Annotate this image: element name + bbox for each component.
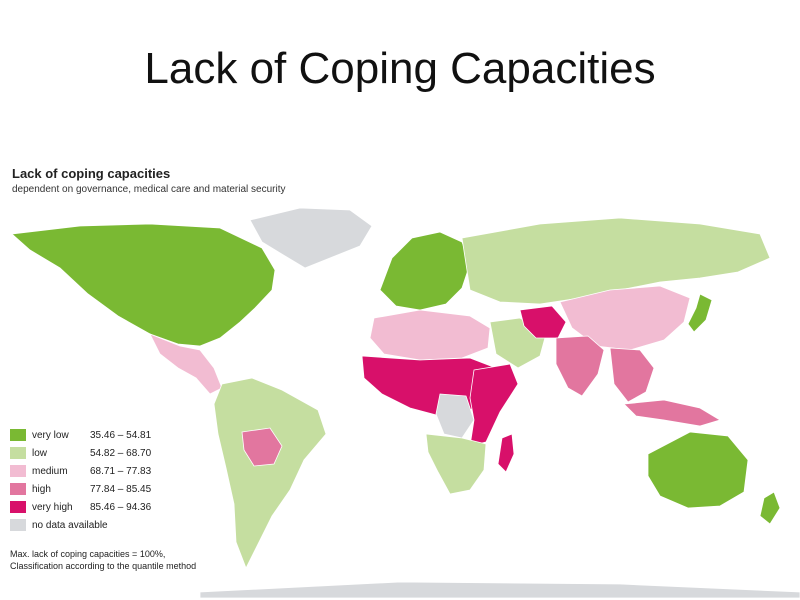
footnote-line: Max. lack of coping capacities = 100%, xyxy=(10,549,166,559)
legend-range: 68.71 – 77.83 xyxy=(90,465,152,477)
region-australia xyxy=(647,431,749,509)
region-mexico-central-america xyxy=(149,333,223,395)
legend-row: low 54.82 – 68.70 xyxy=(10,444,210,462)
legend-swatch xyxy=(10,483,26,495)
region-russia-central-asia xyxy=(461,217,771,305)
legend-swatch xyxy=(10,519,26,531)
footnote-line: Classification according to the quantile… xyxy=(10,561,197,571)
legend: very low 35.46 – 54.81 low 54.82 – 68.70… xyxy=(10,426,210,534)
region-antarctica xyxy=(199,581,800,598)
region-indonesia xyxy=(623,399,721,427)
legend-label: no data available xyxy=(32,519,108,531)
legend-swatch xyxy=(10,465,26,477)
legend-range: 77.84 – 85.45 xyxy=(90,483,152,495)
legend-row: very low 35.46 – 54.81 xyxy=(10,426,210,444)
legend-swatch xyxy=(10,501,26,513)
legend-range: 35.46 – 54.81 xyxy=(90,429,152,441)
legend-label: very high xyxy=(32,501,73,513)
legend-row: high 77.84 – 85.45 xyxy=(10,480,210,498)
region-greenland xyxy=(249,207,373,269)
region-south-america xyxy=(213,377,327,569)
region-new-zealand xyxy=(759,491,781,525)
region-madagascar xyxy=(497,433,515,473)
region-japan xyxy=(687,293,713,333)
world-map xyxy=(11,207,800,598)
legend-row: no data available xyxy=(10,516,210,534)
map-subtitle: dependent on governance, medical care an… xyxy=(12,184,286,195)
region-europe xyxy=(379,231,471,311)
legend-label: medium xyxy=(32,465,68,477)
legend-range: 54.82 – 68.70 xyxy=(90,447,152,459)
region-india xyxy=(555,335,605,397)
region-southern-africa xyxy=(425,433,487,495)
region-north-america xyxy=(11,223,276,347)
map-footnote: Max. lack of coping capacities = 100%, C… xyxy=(10,548,196,572)
slide-title: Lack of Coping Capacities xyxy=(144,44,656,93)
region-east-africa xyxy=(469,363,519,447)
map-title: Lack of coping capacities xyxy=(12,166,171,181)
region-north-africa xyxy=(369,309,491,361)
legend-label: low xyxy=(32,447,48,459)
legend-swatch xyxy=(10,447,26,459)
legend-label: very low xyxy=(32,429,69,441)
region-southeast-asia xyxy=(609,347,655,403)
region-bolivia xyxy=(241,427,283,467)
legend-row: medium 68.71 – 77.83 xyxy=(10,462,210,480)
legend-label: high xyxy=(32,483,51,495)
legend-range: 85.46 – 94.36 xyxy=(90,501,152,513)
legend-row: very high 85.46 – 94.36 xyxy=(10,498,210,516)
legend-swatch xyxy=(10,429,26,441)
